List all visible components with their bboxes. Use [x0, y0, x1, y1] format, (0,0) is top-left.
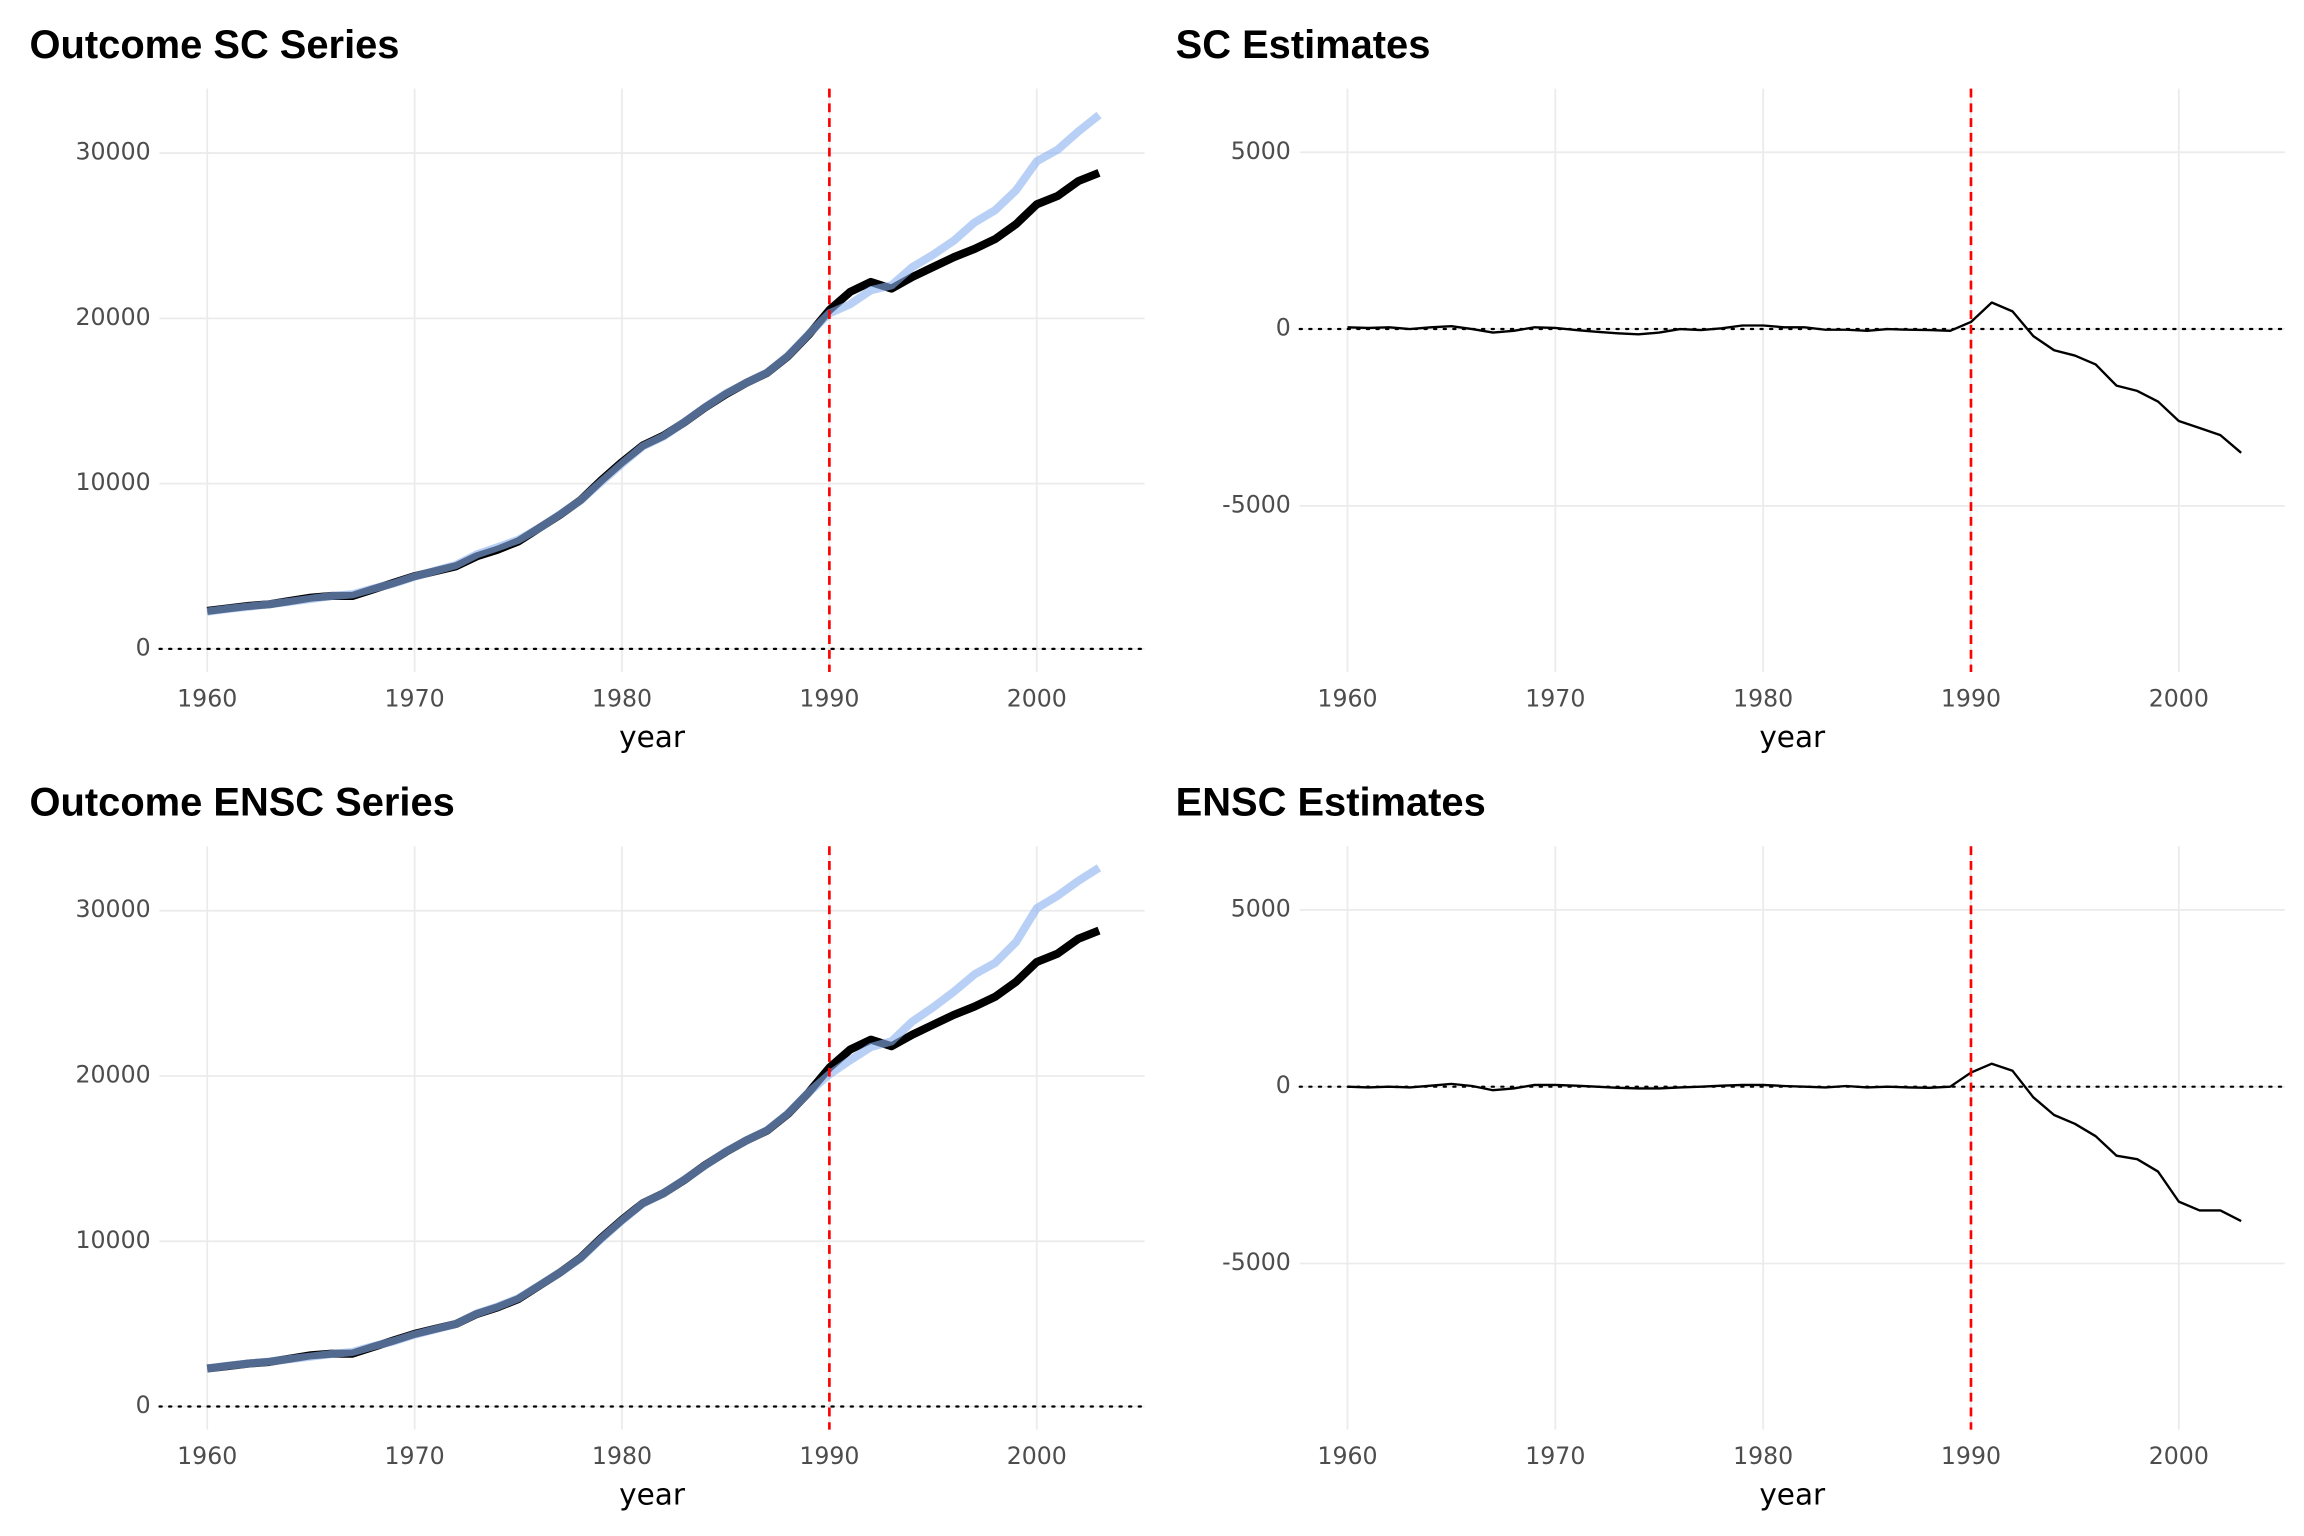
chart-title: ENSC Estimates — [1176, 780, 1486, 824]
y-tick-label: 0 — [136, 1391, 151, 1419]
x-axis-label: year — [1759, 1478, 1826, 1512]
series-line — [1347, 1062, 2242, 1223]
x-axis-label: year — [619, 720, 686, 754]
x-tick-label: 2000 — [1007, 685, 1067, 713]
chart-title: Outcome SC Series — [30, 23, 400, 67]
series-line — [206, 926, 1101, 1373]
x-tick-label: 1960 — [177, 685, 237, 713]
x-tick-label: 1980 — [592, 685, 652, 713]
x-tick-label: 1960 — [1317, 1442, 1377, 1470]
x-tick-label: 1970 — [385, 1442, 445, 1470]
x-tick-label: 1980 — [1733, 685, 1793, 713]
x-tick-label: 1970 — [1525, 685, 1585, 713]
series-line — [206, 169, 1101, 615]
x-tick-label: 1990 — [799, 685, 859, 713]
chart-panel: SC Estimates 1960 1970 1980 1990 2000 -5000 0 50… — [1176, 23, 2286, 754]
y-tick-label: 5000 — [1231, 894, 1291, 922]
x-tick-label: 1980 — [1733, 1442, 1793, 1470]
y-tick-label: -5000 — [1222, 490, 1291, 518]
x-tick-label: 1970 — [385, 685, 445, 713]
y-tick-label: 5000 — [1231, 137, 1291, 165]
x-tick-label: 2000 — [1007, 1442, 1067, 1470]
series-line — [206, 111, 1102, 616]
chart-title: SC Estimates — [1176, 23, 1431, 67]
x-axis-label: year — [1759, 720, 1826, 754]
y-tick-label: 10000 — [75, 1226, 150, 1254]
series-line — [1347, 301, 2242, 454]
x-tick-label: 1990 — [1941, 685, 2001, 713]
x-tick-label: 1990 — [799, 1442, 859, 1470]
y-tick-label: 20000 — [75, 303, 150, 331]
chart-title: Outcome ENSC Series — [30, 780, 455, 824]
y-tick-label: 0 — [136, 633, 151, 661]
y-tick-label: 10000 — [75, 468, 150, 496]
series-line — [206, 864, 1102, 1373]
x-axis-label: year — [619, 1478, 686, 1512]
x-tick-label: 1970 — [1525, 1442, 1585, 1470]
y-tick-label: 30000 — [75, 895, 150, 923]
x-tick-label: 2000 — [2149, 685, 2209, 713]
x-tick-label: 1980 — [592, 1442, 652, 1470]
chart-panel: ENSC Estimates 1960 1970 1980 1990 2000 -5000 0… — [1176, 780, 2286, 1512]
x-tick-label: 1990 — [1941, 1442, 2001, 1470]
y-tick-label: 20000 — [75, 1060, 150, 1088]
y-tick-label: 30000 — [75, 138, 150, 166]
x-tick-label: 1960 — [177, 1442, 237, 1470]
x-tick-label: 1960 — [1317, 685, 1377, 713]
y-tick-label: 0 — [1276, 314, 1291, 342]
y-tick-label: 0 — [1276, 1071, 1291, 1099]
y-tick-label: -5000 — [1222, 1248, 1291, 1276]
x-tick-label: 2000 — [2149, 1442, 2209, 1470]
